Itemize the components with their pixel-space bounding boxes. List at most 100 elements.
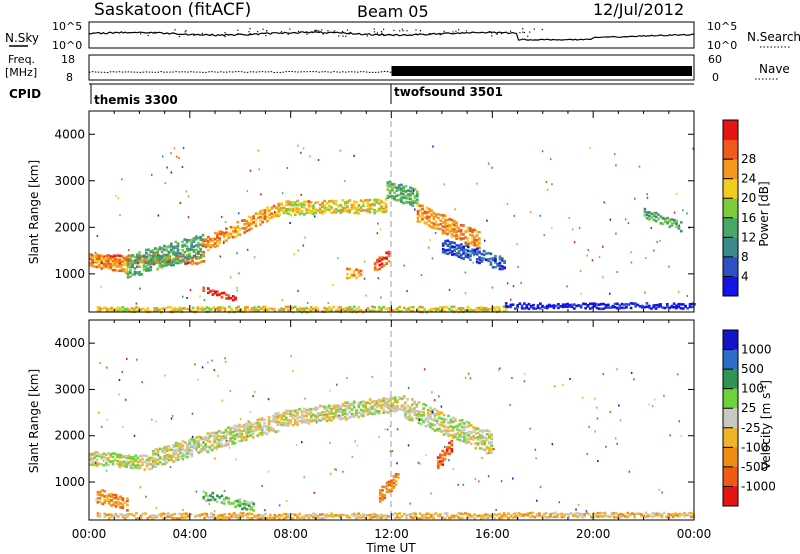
scatter-cell [170,417,173,420]
scatter-cell [459,517,463,520]
scatter-cell [666,303,669,306]
scatter-cell [488,447,491,450]
scatter-cell [144,308,147,312]
scatter-cell [307,407,311,411]
scatter-cell [240,436,244,439]
scatter-cell [95,499,97,502]
scatter-cell [156,267,159,271]
scatter-cell [427,512,431,516]
scatter-cell [402,396,406,400]
scatter-cell [91,463,94,466]
scatter-cell [282,206,286,209]
scatter-cell [219,306,222,309]
scatter-cell [457,229,461,233]
scatter-cell [387,252,391,255]
scatter-cell [346,413,349,416]
scatter-cell [341,409,345,412]
scatter-cell [373,266,377,269]
scatter-cell [225,496,228,500]
scatter-cell [252,504,255,508]
scatter-cell [377,516,381,520]
scatter-cell [325,405,329,409]
scatter-cell [445,512,449,515]
scatter-cell [123,517,127,520]
scatter-cell [91,457,94,461]
scatter-cell [239,308,243,311]
scatter-cell [233,437,237,441]
scatter-cell [576,515,580,519]
scatter-cell [467,424,471,428]
scatter-cell [483,429,487,433]
power-colorbar-swatch [723,178,738,199]
scatter-cell [364,408,367,412]
scatter-cell [325,201,329,205]
scatter-cell [464,271,467,274]
date-title: 12/Jul/2012 [593,0,684,19]
scatter-cell [207,307,211,310]
scatter-cell [443,229,447,233]
scatter-cell [362,412,365,415]
scatter-cell [687,512,691,515]
scatter-cell [89,452,92,456]
noise-tick-right-bottom: 10^0 [707,39,737,52]
scatter-cell [123,257,126,260]
scatter-cell [546,188,549,191]
scatter-cell [430,221,433,224]
scatter-cell [237,309,240,312]
scatter-cell [114,260,117,263]
scatter-cell [217,291,219,294]
scatter-cell [574,514,577,518]
scatter-cell [142,254,146,257]
scatter-cell [164,307,168,310]
scatter-cell [201,252,205,256]
noise-dot [257,34,260,36]
scatter-cell [287,424,290,427]
scatter-cell [246,512,249,516]
scatter-cell [123,455,126,458]
scatter-cell [366,513,370,517]
scatter-cell [659,222,663,225]
scatter-cell [533,515,537,519]
scatter-cell [291,413,295,417]
scatter-cell [397,473,400,476]
scatter-cell [435,428,439,431]
scatter-cell [182,516,186,519]
scatter-cell [657,217,660,221]
scatter-cell [149,255,153,259]
scatter-cell [355,516,358,520]
scatter-cell [588,302,592,306]
scatter-cell [619,419,622,422]
scatter-cell [332,404,336,408]
scatter-cell [204,499,208,503]
scatter-cell [126,265,130,269]
scatter-cell [628,470,631,473]
scatter-cell [301,441,303,444]
scatter-cell [552,304,556,307]
scatter-cell [104,258,108,262]
scatter-cell [420,423,423,426]
scatter-cell [683,514,686,518]
scatter-cell [394,483,398,486]
scatter-cell [207,291,210,295]
scatter-cell [388,183,392,186]
scatter-cell [393,407,397,410]
scatter-cell [256,421,260,425]
scatter-cell [393,396,397,399]
scatter-cell [245,222,249,225]
scatter-cell [287,412,290,415]
scatter-cell [382,207,386,211]
scatter-cell [362,515,365,519]
noise-dot [178,35,181,38]
scatter-cell [448,225,452,229]
scatter-cell [378,256,382,260]
scatter-cell [117,496,120,499]
scatter-cell [439,456,442,459]
scatter-cell [163,261,167,264]
scatter-cell [348,416,352,419]
scatter-cell [123,263,126,266]
scatter-cell [460,248,463,252]
scatter-cell [147,248,150,251]
scatter-cell [254,256,256,259]
scatter-cell [514,512,517,515]
scatter-cell [448,516,451,520]
